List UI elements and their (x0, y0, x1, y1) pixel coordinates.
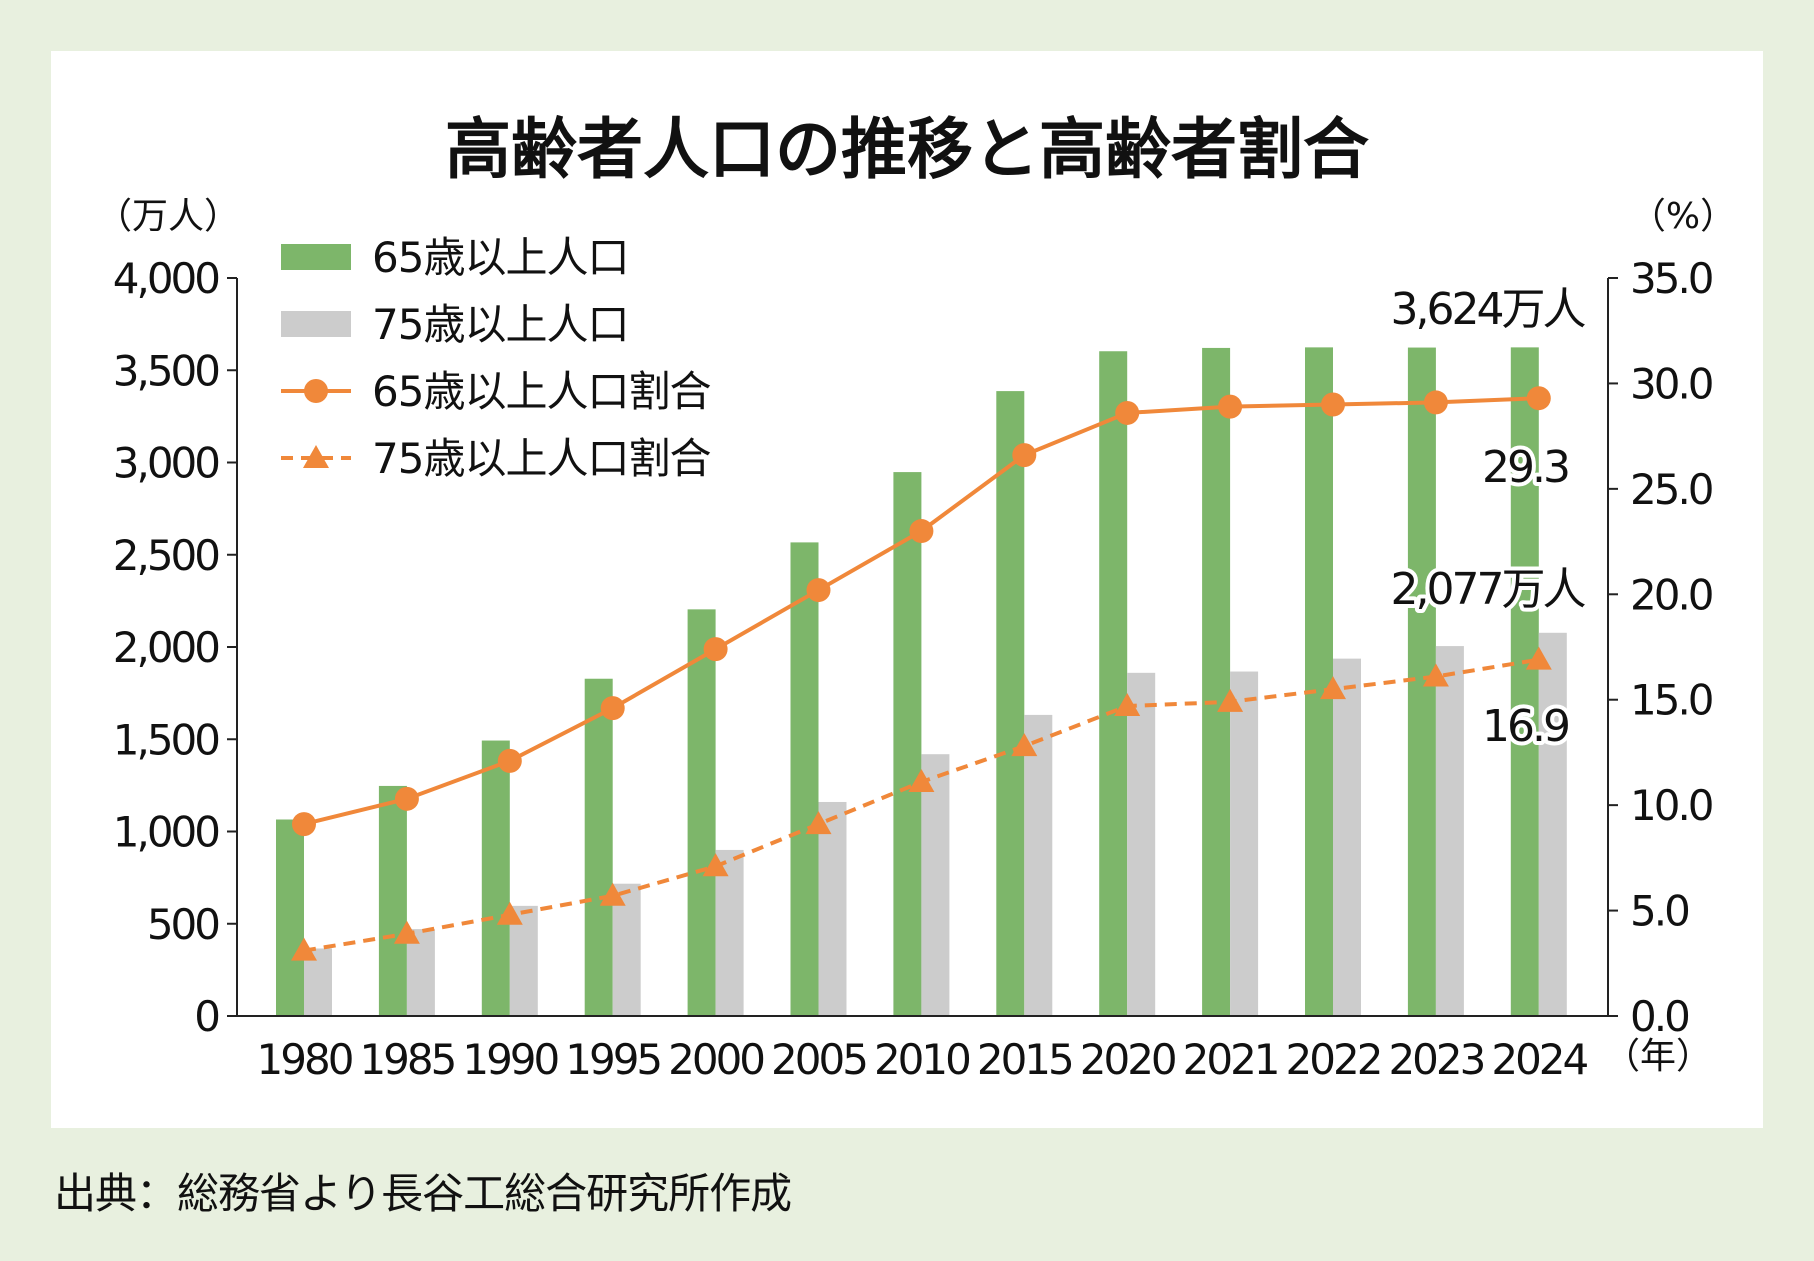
y-tick-label: 1,000 (113, 808, 219, 857)
y2-axis-unit: （%） (1630, 196, 1736, 237)
legend-marker-triangle (303, 445, 329, 468)
x-tick-label: 2022 (1286, 1035, 1381, 1084)
annotation-65-total: 3,624万人 (1391, 284, 1586, 335)
x-tick-label: 2021 (1183, 1035, 1278, 1084)
point-65-ratio (806, 578, 831, 603)
point-65-ratio (703, 637, 728, 662)
y-tick-label: 2,500 (113, 531, 219, 580)
y2-tick-label: 10.0 (1630, 781, 1712, 830)
legend-swatch-65 (281, 244, 351, 270)
point-65-ratio (600, 696, 625, 721)
x-tick-label: 2024 (1491, 1035, 1587, 1084)
legend-label: 75歳以上人口割合 (372, 434, 710, 483)
x-tick-label: 1995 (565, 1035, 660, 1084)
bar-75-2005 (818, 801, 847, 1016)
x-tick-label: 1985 (359, 1035, 454, 1084)
point-75-ratio (291, 937, 317, 961)
x-tick-label: 1980 (257, 1035, 352, 1084)
bar-75-2020 (1127, 672, 1156, 1016)
bar-75-2021 (1230, 671, 1259, 1016)
point-75-ratio (393, 920, 420, 944)
point-65-ratio (1423, 390, 1448, 415)
point-75-ratio (908, 768, 935, 792)
y-tick-label: 3,000 (113, 439, 219, 488)
y2-tick-label: 25.0 (1630, 465, 1712, 514)
x-axis-unit: （年） (1604, 1036, 1712, 1077)
bar-75-2022 (1333, 658, 1361, 1016)
bar-65-2020 (1099, 351, 1128, 1017)
legend-swatch-75 (281, 311, 351, 337)
legend-label: 65歳以上人口割合 (372, 367, 710, 416)
y-tick-label: 1,500 (113, 715, 219, 764)
point-75-ratio (496, 901, 523, 925)
x-tick-label: 2005 (771, 1035, 866, 1084)
y-tick-label: 500 (147, 900, 218, 949)
bar-65-1990 (481, 740, 510, 1016)
x-tick-label: 2015 (977, 1035, 1072, 1084)
bar-65-2000 (687, 609, 716, 1016)
point-65-ratio (1012, 443, 1037, 468)
x-tick-label: 2000 (668, 1035, 763, 1084)
x-tick-label: 2020 (1080, 1035, 1175, 1084)
bar-65-2022 (1305, 347, 1333, 1016)
point-75-ratio (599, 882, 626, 906)
y-tick-label: 4,000 (113, 254, 219, 303)
point-75-ratio (1217, 688, 1244, 712)
bar-65-1995 (584, 678, 613, 1016)
annotation-75-ratio: 16.9 (1482, 701, 1568, 752)
bar-75-2010 (921, 754, 950, 1016)
x-tick-label: 2023 (1388, 1035, 1483, 1084)
point-75-ratio (1320, 676, 1346, 700)
bar-75-2015 (1024, 714, 1053, 1016)
point-75-ratio (1114, 693, 1141, 717)
point-75-ratio (702, 853, 729, 877)
point-75-ratio (1525, 646, 1552, 670)
bar-65-2005 (790, 542, 819, 1016)
y-tick-label: 2,000 (113, 623, 219, 672)
point-75-ratio (805, 811, 832, 835)
point-65-ratio (1321, 392, 1345, 417)
bar-65-2021 (1202, 347, 1231, 1016)
legend-label: 75歳以上人口 (372, 300, 628, 349)
point-65-ratio (292, 812, 316, 837)
point-65-ratio (394, 786, 419, 811)
annotation-75-total: 2,077万人 (1391, 564, 1586, 615)
bar-75-2024 (1538, 632, 1567, 1016)
point-65-ratio (1115, 400, 1140, 425)
x-tick-label: 1990 (462, 1035, 557, 1084)
legend-marker-circle (304, 379, 328, 403)
y-tick-label: 0 (194, 992, 218, 1041)
y2-tick-label: 30.0 (1630, 359, 1712, 408)
point-65-ratio (497, 748, 522, 773)
y2-tick-label: 15.0 (1630, 676, 1712, 725)
y-tick-label: 3,500 (113, 346, 219, 395)
point-75-ratio (1011, 733, 1038, 757)
annotation-65-ratio: 29.3 (1482, 442, 1568, 493)
y2-tick-label: 35.0 (1630, 254, 1712, 303)
y2-tick-label: 0.0 (1630, 992, 1688, 1041)
bar-65-1980 (276, 819, 304, 1016)
bar-75-2000 (715, 849, 744, 1016)
legend-label: 65歳以上人口 (372, 233, 628, 282)
source-note: 出典：総務省より長谷工総合研究所作成 (54, 1169, 792, 1218)
bar-65-2010 (893, 472, 922, 1016)
y2-tick-label: 20.0 (1630, 570, 1712, 619)
bar-65-2015 (996, 391, 1025, 1016)
bar-65-2024 (1510, 347, 1539, 1016)
point-65-ratio (1526, 386, 1551, 411)
y2-tick-label: 5.0 (1630, 887, 1688, 936)
point-65-ratio (909, 519, 934, 544)
bar-65-1985 (378, 785, 407, 1016)
y-axis-unit: （万人） (96, 196, 240, 237)
point-75-ratio (1422, 663, 1449, 687)
bar-75-2023 (1435, 646, 1464, 1016)
chart-title: 高齢者人口の推移と高齢者割合 (445, 111, 1369, 188)
point-65-ratio (1218, 394, 1243, 419)
x-tick-label: 2010 (874, 1035, 969, 1084)
